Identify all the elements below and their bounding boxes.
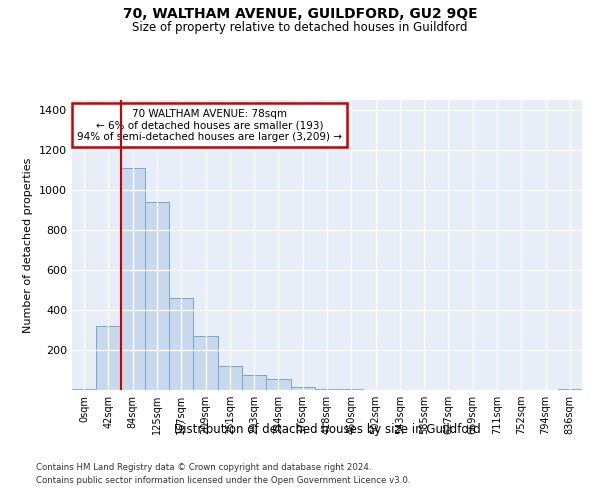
Bar [145,202,169,390]
Bar [290,387,315,390]
Bar [558,389,582,390]
Bar [339,389,364,390]
Bar [169,298,193,390]
Text: Contains HM Land Registry data © Crown copyright and database right 2024.: Contains HM Land Registry data © Crown c… [36,464,371,472]
Bar [121,168,145,390]
Text: Size of property relative to detached houses in Guildford: Size of property relative to detached ho… [132,21,468,34]
Text: Distribution of detached houses by size in Guildford: Distribution of detached houses by size … [173,422,481,436]
Y-axis label: Number of detached properties: Number of detached properties [23,158,34,332]
Bar [96,326,121,390]
Text: 70, WALTHAM AVENUE, GUILDFORD, GU2 9QE: 70, WALTHAM AVENUE, GUILDFORD, GU2 9QE [122,8,478,22]
Bar [315,389,339,390]
Bar [242,375,266,390]
Text: Contains public sector information licensed under the Open Government Licence v3: Contains public sector information licen… [36,476,410,485]
Bar [218,366,242,390]
Text: 70 WALTHAM AVENUE: 78sqm
← 6% of detached houses are smaller (193)
94% of semi-d: 70 WALTHAM AVENUE: 78sqm ← 6% of detache… [77,108,342,142]
Bar [266,379,290,390]
Bar [72,389,96,390]
Bar [193,336,218,390]
